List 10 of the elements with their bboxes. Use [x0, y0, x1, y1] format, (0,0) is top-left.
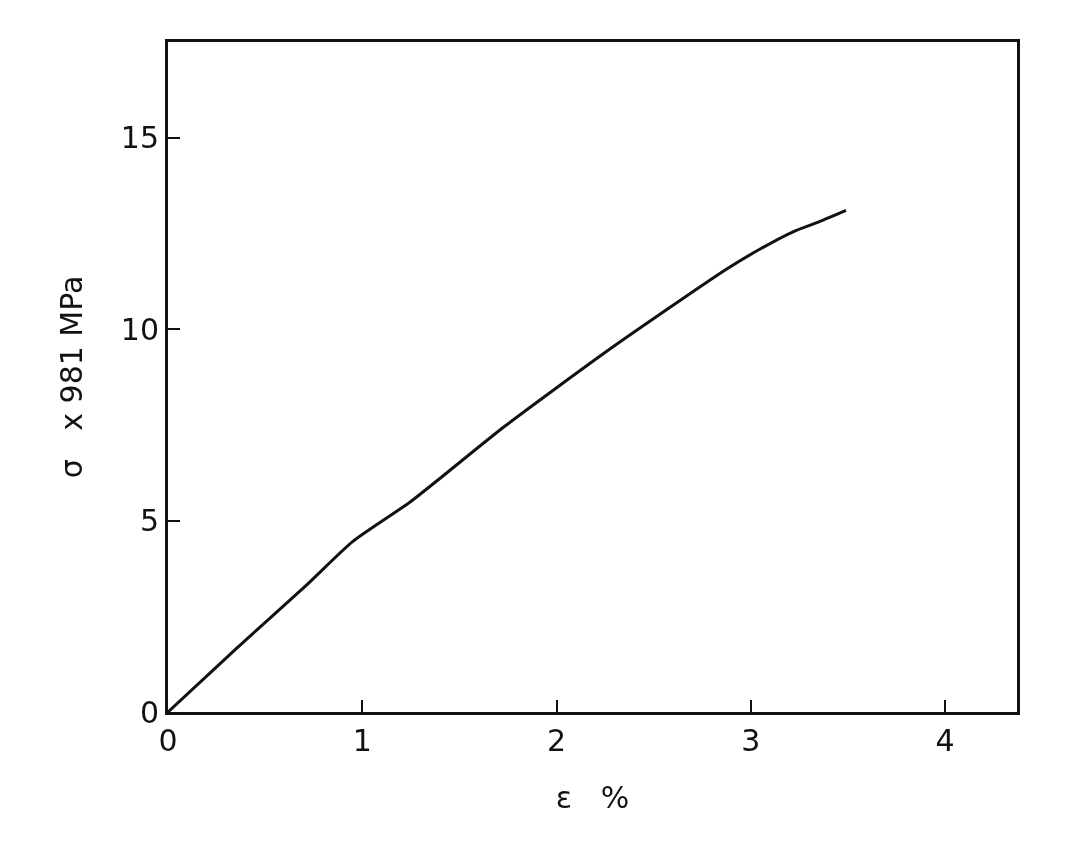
y-tick-label: 10	[120, 311, 159, 347]
x-axis-title: ε %	[555, 779, 630, 815]
y-axis-title: σ x 981 MPa	[53, 275, 89, 479]
x-tick-label: 4	[935, 723, 955, 758]
y-tick-label: 15	[120, 120, 159, 156]
x-tick-label: 2	[547, 723, 567, 758]
y-tick-label: 5	[139, 503, 159, 539]
x-tick-label: 3	[741, 723, 761, 758]
y-tick-label: 0	[139, 694, 159, 730]
x-tick-label: 1	[352, 723, 372, 758]
